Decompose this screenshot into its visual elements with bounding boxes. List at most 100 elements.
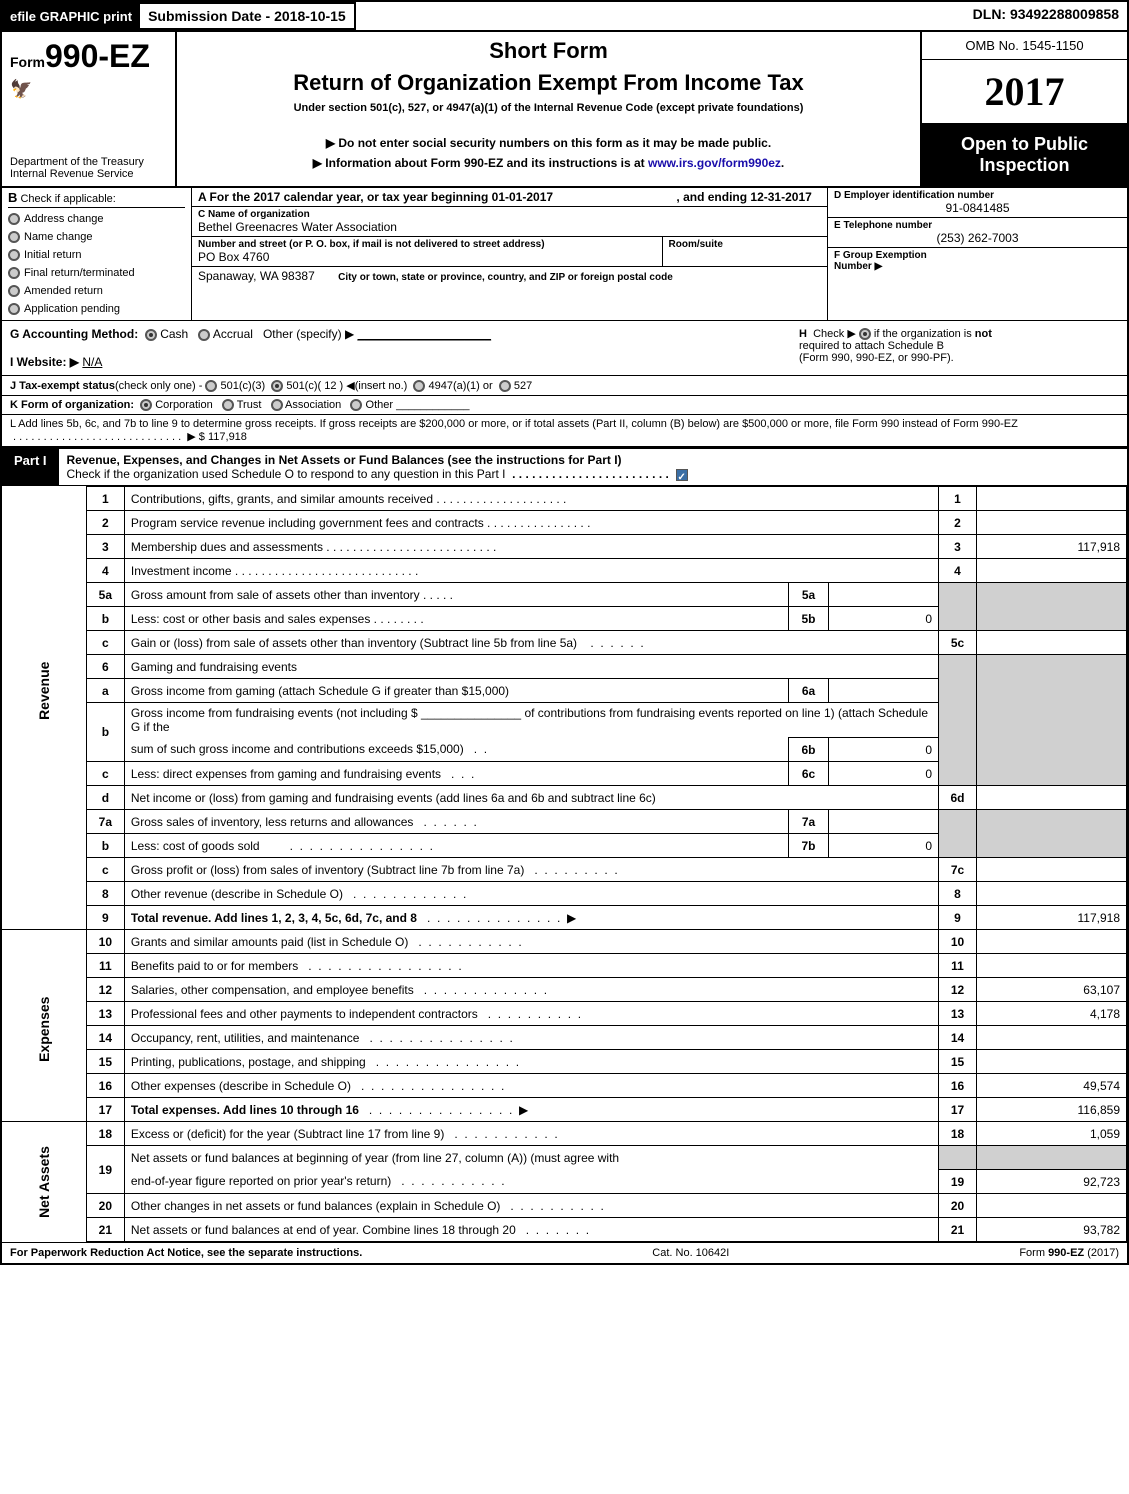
r21-amt: 93,782 <box>977 1218 1127 1242</box>
r21-num: 21 <box>86 1218 124 1242</box>
d-ein-value: 91-0841485 <box>834 201 1121 215</box>
k-trust-radio[interactable] <box>222 399 234 411</box>
j-501c3-radio[interactable] <box>205 380 217 392</box>
section-def: D Employer identification number 91-0841… <box>827 188 1127 320</box>
r12-amt: 63,107 <box>977 978 1127 1002</box>
k-other-radio[interactable] <box>350 399 362 411</box>
r2-amt <box>977 511 1127 535</box>
treasury-seal-icon: 🦅 <box>10 79 167 100</box>
name-change-radio[interactable] <box>8 231 20 243</box>
address-change-radio[interactable] <box>8 213 20 225</box>
j-insert-arrow: ◀(insert no.) <box>346 380 407 392</box>
r1-desc: Contributions, gifts, grants, and simila… <box>131 492 433 506</box>
r6a-miniamt <box>829 679 939 703</box>
d-ein-label: D Employer identification number <box>834 190 1121 201</box>
r4-desc: Investment income <box>131 564 232 578</box>
tax-year: 2017 <box>922 60 1127 124</box>
amended-return-radio[interactable] <box>8 285 20 297</box>
r7c-desc: Gross profit or (loss) from sales of inv… <box>131 863 524 877</box>
r6d-amt <box>977 786 1127 810</box>
j-527-label: 527 <box>514 380 532 392</box>
r6b-num: b <box>86 703 124 762</box>
r11-amt <box>977 954 1127 978</box>
r20-num: 20 <box>86 1194 124 1218</box>
r19-desc2: end-of-year figure reported on prior yea… <box>131 1174 391 1188</box>
b-letter: B <box>8 190 17 205</box>
e-phone-value: (253) 262-7003 <box>834 231 1121 245</box>
dept-irs: Internal Revenue Service <box>10 168 167 180</box>
r1-num: 1 <box>86 487 124 511</box>
footer-left: For Paperwork Reduction Act Notice, see … <box>10 1247 362 1259</box>
final-return-radio[interactable] <box>8 267 20 279</box>
g-accrual-radio[interactable] <box>198 329 210 341</box>
r1-rn: 1 <box>939 487 977 511</box>
calendar-year-line: A For the 2017 calendar year, or tax yea… <box>192 188 827 207</box>
r16-desc: Other expenses (describe in Schedule O) <box>131 1079 351 1093</box>
topbar: efile GRAPHIC print Submission Date - 20… <box>2 2 1127 32</box>
r21-desc: Net assets or fund balances at end of ye… <box>131 1223 516 1237</box>
r11-rn: 11 <box>939 954 977 978</box>
r2-desc: Program service revenue including govern… <box>131 516 484 530</box>
l-arrow-icon: ▶ <box>187 431 195 443</box>
j-501c-label: 501(c)( 12 ) <box>286 380 343 392</box>
l-amount: $ 117,918 <box>199 431 247 443</box>
efile-print-button[interactable]: efile GRAPHIC print <box>2 2 140 30</box>
r17-desc: Total expenses. Add lines 10 through 16 <box>131 1103 359 1117</box>
j-4947-label: 4947(a)(1) or <box>428 380 492 392</box>
r4-num: 4 <box>86 559 124 583</box>
h-check-radio[interactable] <box>859 328 871 340</box>
r10-amt <box>977 930 1127 954</box>
j-527-radio[interactable] <box>499 380 511 392</box>
r14-desc: Occupancy, rent, utilities, and maintena… <box>131 1031 360 1045</box>
part-i-box: Part I <box>2 449 59 485</box>
k-corp-radio[interactable] <box>140 399 152 411</box>
h-check-label: Check ▶ <box>813 328 856 340</box>
r3-rn: 3 <box>939 535 977 559</box>
r6d-num: d <box>86 786 124 810</box>
r13-desc: Professional fees and other payments to … <box>131 1007 478 1021</box>
dept-treasury: Department of the Treasury <box>10 156 167 168</box>
footer-right2: 990-EZ <box>1048 1247 1084 1259</box>
instr-link-line: ▶ Information about Form 990-EZ and its … <box>313 156 785 170</box>
r12-desc: Salaries, other compensation, and employ… <box>131 983 414 997</box>
r19-num: 19 <box>86 1146 124 1194</box>
g-other-label: Other (specify) ▶ <box>263 327 354 341</box>
part-i-checkbox[interactable] <box>676 469 688 481</box>
irs-link[interactable]: www.irs.gov/form990ez <box>648 156 781 170</box>
r18-amt: 1,059 <box>977 1122 1127 1146</box>
part-i-header: Part I Revenue, Expenses, and Changes in… <box>2 447 1127 486</box>
r3-num: 3 <box>86 535 124 559</box>
g-cash-label: Cash <box>160 327 188 341</box>
form-text: Form <box>10 54 45 70</box>
address-value: PO Box 4760 <box>198 250 656 264</box>
form-number-big: 990-EZ <box>45 38 150 74</box>
form-990ez-page: efile GRAPHIC print Submission Date - 20… <box>0 0 1129 1265</box>
r19-desc1: Net assets or fund balances at beginning… <box>131 1151 619 1165</box>
application-pending-label: Application pending <box>24 303 120 315</box>
r6c-desc: Less: direct expenses from gaming and fu… <box>131 767 441 781</box>
r3-amt: 117,918 <box>977 535 1127 559</box>
r6-desc: Gaming and fundraising events <box>131 660 297 674</box>
application-pending-radio[interactable] <box>8 303 20 315</box>
k-assoc-radio[interactable] <box>271 399 283 411</box>
j-4947-radio[interactable] <box>413 380 425 392</box>
j-parens: (check only one) - <box>115 380 202 392</box>
initial-return-radio[interactable] <box>8 249 20 261</box>
inspect-line2: Inspection <box>926 155 1123 176</box>
part-i-title: Revenue, Expenses, and Changes in Net As… <box>67 453 622 467</box>
r12-num: 12 <box>86 978 124 1002</box>
j-501c-radio[interactable] <box>271 380 283 392</box>
f-arrow-icon: ▶ <box>875 261 883 272</box>
k-other-label: Other <box>366 399 394 411</box>
r4-amt <box>977 559 1127 583</box>
r18-num: 18 <box>86 1122 124 1146</box>
r7c-rn: 7c <box>939 858 977 882</box>
r16-amt: 49,574 <box>977 1074 1127 1098</box>
r7b-miniamt: 0 <box>829 834 939 858</box>
instr-link-prefix: ▶ Information about Form 990-EZ and its … <box>313 156 648 170</box>
r14-rn: 14 <box>939 1026 977 1050</box>
header: Form990-EZ 🦅 Department of the Treasury … <box>2 32 1127 188</box>
g-cash-radio[interactable] <box>145 329 157 341</box>
h-label: H <box>799 328 807 340</box>
expenses-side-label: Expenses <box>36 990 52 1062</box>
